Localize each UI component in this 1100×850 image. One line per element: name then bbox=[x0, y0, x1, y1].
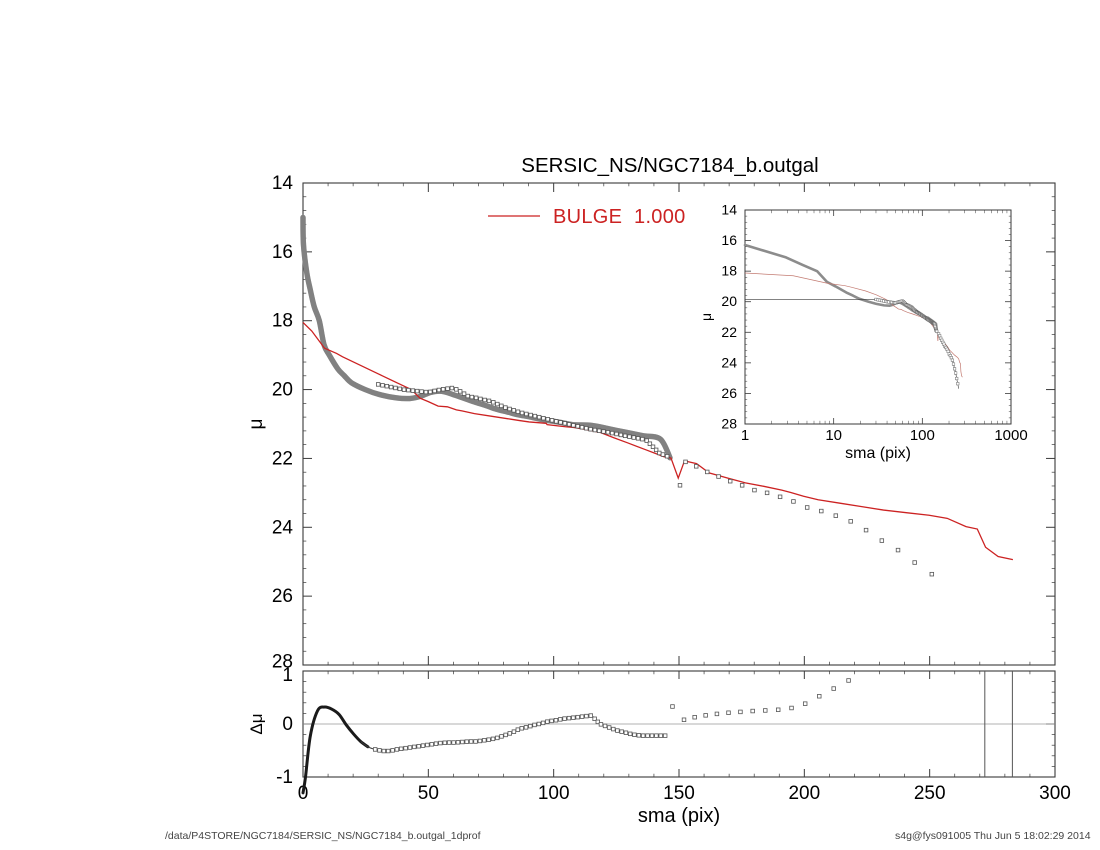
svg-text:s4g@fys091005 Thu Jun 5 18:02: s4g@fys091005 Thu Jun 5 18:02:29 2014 bbox=[895, 830, 1091, 842]
svg-text:200: 200 bbox=[788, 783, 820, 804]
svg-text:sma (pix): sma (pix) bbox=[638, 805, 720, 827]
svg-text:1000: 1000 bbox=[994, 427, 1027, 444]
svg-text:20: 20 bbox=[721, 293, 737, 309]
svg-text:0: 0 bbox=[282, 714, 293, 735]
svg-text:-1: -1 bbox=[276, 767, 293, 788]
svg-text:14: 14 bbox=[272, 173, 294, 194]
svg-text:300: 300 bbox=[1039, 783, 1071, 804]
svg-text:150: 150 bbox=[663, 783, 695, 804]
svg-text:24: 24 bbox=[272, 517, 294, 538]
svg-text:22: 22 bbox=[721, 324, 737, 340]
svg-text:250: 250 bbox=[914, 783, 946, 804]
svg-text:Δμ: Δμ bbox=[247, 713, 266, 734]
svg-text:μ: μ bbox=[698, 313, 714, 321]
svg-text:20: 20 bbox=[272, 380, 293, 401]
svg-text:sma (pix): sma (pix) bbox=[845, 445, 911, 462]
svg-text:26: 26 bbox=[721, 385, 737, 401]
svg-text:18: 18 bbox=[721, 263, 737, 279]
svg-text:SERSIC_NS/NGC7184_b.outgal: SERSIC_NS/NGC7184_b.outgal bbox=[521, 154, 818, 177]
svg-text:10: 10 bbox=[825, 427, 842, 444]
svg-text:/data/P4STORE/NGC7184/SERSIC_N: /data/P4STORE/NGC7184/SERSIC_NS/NGC7184_… bbox=[165, 830, 481, 842]
svg-text:16: 16 bbox=[721, 232, 737, 248]
svg-text:14: 14 bbox=[721, 202, 737, 218]
svg-text:1: 1 bbox=[741, 427, 749, 444]
svg-text:100: 100 bbox=[538, 783, 570, 804]
svg-text:28: 28 bbox=[721, 416, 737, 432]
svg-text:100: 100 bbox=[910, 427, 935, 444]
svg-text:50: 50 bbox=[418, 783, 439, 804]
svg-text:16: 16 bbox=[272, 242, 293, 263]
svg-text:22: 22 bbox=[272, 448, 293, 469]
svg-text:BULGE 1.000: BULGE 1.000 bbox=[553, 206, 686, 228]
svg-text:24: 24 bbox=[721, 354, 737, 370]
svg-text:1: 1 bbox=[282, 665, 293, 686]
svg-text:18: 18 bbox=[272, 311, 293, 332]
svg-text:26: 26 bbox=[272, 586, 293, 607]
svg-text:μ: μ bbox=[246, 419, 267, 430]
